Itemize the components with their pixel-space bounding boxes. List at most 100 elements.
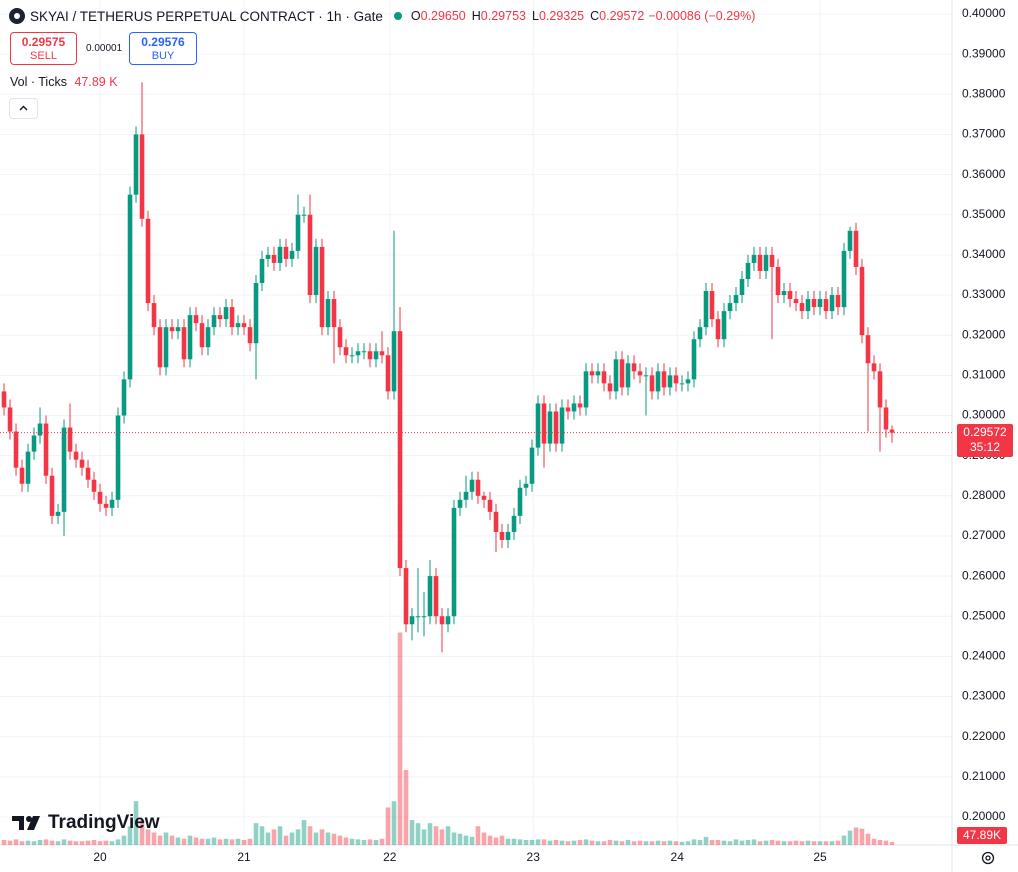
candle-body — [811, 299, 817, 308]
volume-bar — [19, 841, 25, 845]
candle-body — [403, 568, 409, 625]
candle-body — [37, 423, 43, 436]
volume-bar — [265, 832, 271, 845]
candle-body — [373, 351, 379, 360]
volume-bar — [841, 835, 847, 845]
volume-bar — [397, 632, 403, 845]
candle-body — [127, 194, 133, 380]
candle-body — [775, 266, 781, 296]
volume-bar — [679, 841, 685, 845]
volume-bar — [433, 826, 439, 845]
candle-body — [223, 307, 229, 320]
ohlc: O0.29650 H0.29753 L0.29325 C0.29572 — [411, 9, 645, 23]
y-tick-label: 0.35000 — [962, 207, 1006, 221]
volume-bar — [445, 826, 451, 845]
candle-body — [697, 327, 703, 340]
candle-body — [7, 407, 13, 432]
candle-body — [541, 403, 547, 444]
settings-icon[interactable] — [980, 850, 996, 866]
candle-body — [469, 479, 475, 492]
volume-bar — [487, 835, 493, 845]
candle-body — [55, 511, 61, 516]
candle-body — [649, 375, 655, 392]
volume-bar — [331, 833, 337, 845]
x-tick-label: 25 — [813, 850, 827, 864]
y-tick-label: 0.31000 — [962, 368, 1006, 382]
candle-body — [103, 503, 109, 508]
candle-body — [271, 254, 277, 263]
volume-bar — [565, 841, 571, 845]
candle-body — [145, 218, 151, 304]
ohlc-key: C — [590, 9, 600, 23]
candle-body — [457, 499, 463, 508]
candle-body — [643, 375, 649, 377]
volume-bar — [847, 830, 853, 845]
volume-bar — [811, 841, 817, 845]
candle-body — [397, 331, 403, 569]
candle-body — [529, 447, 535, 484]
candle-body — [691, 339, 697, 380]
buy-button[interactable]: 0.29576 BUY — [129, 32, 197, 65]
sell-price: 0.29575 — [21, 35, 66, 49]
candle-body — [439, 616, 445, 625]
candle-body — [259, 258, 265, 284]
volume-bar — [727, 841, 733, 845]
spread: 0.00001 — [86, 43, 123, 54]
volume-bar — [589, 840, 595, 845]
candle-body — [115, 415, 121, 500]
volume-bar — [649, 841, 655, 845]
volume-bar — [169, 835, 175, 845]
candle-body — [409, 616, 415, 625]
ohlc-value: 0.29753 — [480, 9, 526, 23]
buy-price: 0.29576 — [141, 35, 185, 49]
candle-body — [739, 278, 745, 296]
candle-body — [187, 315, 193, 360]
volume-bar — [427, 823, 433, 845]
volume-bar — [349, 838, 355, 845]
candle-body — [559, 407, 565, 444]
candle-body — [1, 391, 7, 408]
volume-bar — [307, 826, 313, 845]
candle-body — [601, 371, 607, 384]
sell-button[interactable]: 0.29575 SELL — [10, 32, 77, 65]
volume-bar — [781, 841, 787, 845]
collapse-button[interactable] — [9, 98, 38, 119]
candle-body — [319, 246, 325, 328]
candle-body — [499, 531, 505, 540]
volume-bar — [571, 840, 577, 845]
candle-body — [109, 499, 115, 508]
volume-bar — [865, 833, 871, 845]
candle-body — [883, 407, 889, 430]
candle-body — [247, 327, 253, 344]
candle-body — [799, 303, 805, 312]
volume-bar — [25, 840, 31, 845]
volume-bar — [637, 840, 643, 845]
candle-body — [289, 250, 295, 259]
candle-body — [175, 327, 181, 332]
volume-bar — [361, 840, 367, 845]
brand-logo — [12, 816, 40, 830]
y-tick-label: 0.28000 — [962, 488, 1006, 502]
volume-bar — [49, 840, 55, 845]
volume-value: 47.89 K — [74, 75, 118, 89]
symbol-title[interactable]: SKYAI / TETHERUS PERPETUAL CONTRACT · 1h… — [30, 8, 383, 24]
volume-bar — [643, 841, 649, 845]
volume-bar — [613, 840, 619, 845]
volume-bar — [619, 841, 625, 845]
volume-bar — [151, 832, 157, 845]
candle-body — [871, 363, 877, 372]
volume-bar — [499, 835, 505, 845]
volume-bar — [733, 839, 739, 845]
volume-bar — [469, 836, 475, 845]
y-tick-label: 0.20000 — [962, 809, 1006, 823]
volume-bar — [463, 835, 469, 845]
volume-bar — [877, 840, 883, 845]
volume-bar — [241, 840, 247, 845]
ohlc-key: L — [531, 9, 539, 23]
candle-body — [787, 291, 793, 300]
candle-body — [337, 327, 343, 348]
volume-bar — [229, 839, 235, 845]
candle-body — [169, 327, 175, 332]
brand-name: TradingView — [48, 812, 160, 833]
